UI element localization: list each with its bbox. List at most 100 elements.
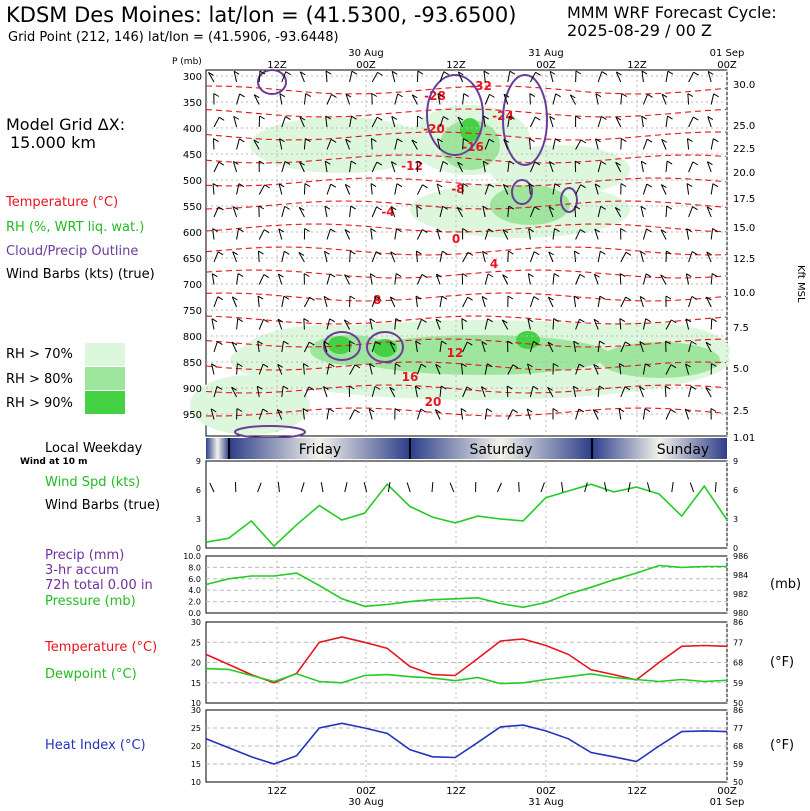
isotherm-line <box>205 361 727 371</box>
wind-barb <box>664 385 667 398</box>
wind-barb-flag <box>639 386 645 391</box>
wind-barb <box>253 139 260 150</box>
wind-barb-flag <box>503 184 509 188</box>
wind-barb-flag <box>506 385 513 390</box>
wind-barb-flag <box>279 93 286 98</box>
wind-barb <box>258 364 264 375</box>
wind-barb-flag <box>625 341 631 346</box>
wind-barb-flag <box>527 318 534 323</box>
wind-barb-flag <box>309 296 315 301</box>
wind-barb-flag <box>285 116 291 121</box>
wind-barb-flag <box>595 138 601 143</box>
wind-barb <box>710 273 713 285</box>
wind-barb <box>278 183 283 195</box>
wind-barb-flag <box>512 364 519 369</box>
wind-barb <box>415 250 418 263</box>
wind-barb <box>416 274 423 285</box>
wind-barb <box>529 93 531 105</box>
wind-barb <box>615 116 622 128</box>
wind-barb-flag <box>232 206 239 211</box>
wind-barb-flag <box>395 318 402 322</box>
wind-barb <box>368 408 373 420</box>
wind-barb <box>529 386 534 398</box>
wind-barb <box>213 206 219 218</box>
surface-wind-barb <box>277 482 280 493</box>
wind-barb <box>620 138 622 150</box>
cloud-outline <box>502 74 548 166</box>
wind-barb-flag <box>619 318 626 322</box>
wind-barb-flag <box>646 228 652 233</box>
day-label: Friday <box>299 442 341 458</box>
wind-barb-flag <box>376 206 382 211</box>
wind-barb <box>322 386 328 398</box>
pressure-unit: (mb) <box>770 577 802 592</box>
wind-barb-flag <box>711 318 718 322</box>
wind-barb <box>665 364 672 375</box>
wind-barb-flag <box>442 250 448 255</box>
wind-barb-flag <box>308 341 315 346</box>
wind-barb <box>705 296 712 308</box>
wind-barb-flag <box>553 363 559 367</box>
wind-barb-flag <box>579 318 585 323</box>
weekday-band <box>410 438 592 459</box>
wind-barb <box>349 161 352 173</box>
wind-barb-flag <box>509 115 515 120</box>
wind-barb-flag <box>713 138 719 143</box>
bottom-time-label: 30 Aug <box>348 797 383 808</box>
wind-barb <box>394 228 398 240</box>
wind-barb-flag <box>661 93 668 98</box>
wind-barb-flag <box>231 341 238 346</box>
wind-barb <box>665 71 669 83</box>
wind-barb-flag <box>259 70 266 75</box>
wind-barb-flag <box>440 385 447 390</box>
wind-barb-flag <box>443 71 450 76</box>
wind-barb-flag <box>208 72 214 76</box>
wind-barb-flag <box>395 363 401 367</box>
wind-barb <box>642 273 647 285</box>
wind-barb <box>642 94 648 105</box>
wind-barb <box>620 386 626 398</box>
top-time-label: 31 Aug <box>528 48 563 59</box>
height-tick: 15.0 <box>733 223 755 234</box>
wind-barb-flag <box>639 341 646 346</box>
wind-barb <box>281 296 285 308</box>
wind-barb <box>548 206 554 218</box>
wind-barb-flag <box>397 138 403 143</box>
wind-barb-flag <box>713 93 719 98</box>
wind-barb <box>258 319 264 330</box>
wind-barb-flag <box>692 161 699 166</box>
wind-barb <box>439 116 444 128</box>
wind-barb-flag <box>645 318 651 323</box>
wind-barb <box>685 363 690 375</box>
wind-barb-flag <box>641 160 647 165</box>
heat-index-label: Heat Index (°C) <box>45 738 146 753</box>
isotherm-line <box>205 154 727 164</box>
wind-barb <box>369 363 373 375</box>
pressure-tick: 850 <box>183 358 202 369</box>
wind-barb <box>484 94 490 105</box>
wind-barb-flag <box>463 93 470 97</box>
wind-barb <box>390 206 396 218</box>
wind-barb <box>688 116 694 128</box>
wind-barb <box>549 71 554 83</box>
wind-barb <box>371 251 377 263</box>
wind-barb-flag <box>345 138 351 143</box>
left-tick: 25 <box>191 638 201 647</box>
wind-barb-flag <box>213 93 220 97</box>
wind-barb-flag <box>641 70 648 75</box>
isotherm-line <box>205 292 727 302</box>
wind-barb <box>279 138 283 150</box>
wind-barb-flag <box>349 295 356 300</box>
wind-barb <box>661 139 667 150</box>
wind-barb-flag <box>645 363 651 368</box>
surface-wind-barb <box>689 482 695 493</box>
wind-barb <box>326 408 330 420</box>
wind-barb <box>278 228 283 240</box>
wind-barb <box>665 409 672 420</box>
wind-barb-flag <box>458 71 464 76</box>
wind-barb-flag <box>579 229 586 233</box>
wind-barb-flag <box>466 386 473 391</box>
wind-barb-flag <box>218 161 225 166</box>
wind-barb-flag <box>646 138 653 143</box>
left-tick: 15 <box>191 760 201 769</box>
